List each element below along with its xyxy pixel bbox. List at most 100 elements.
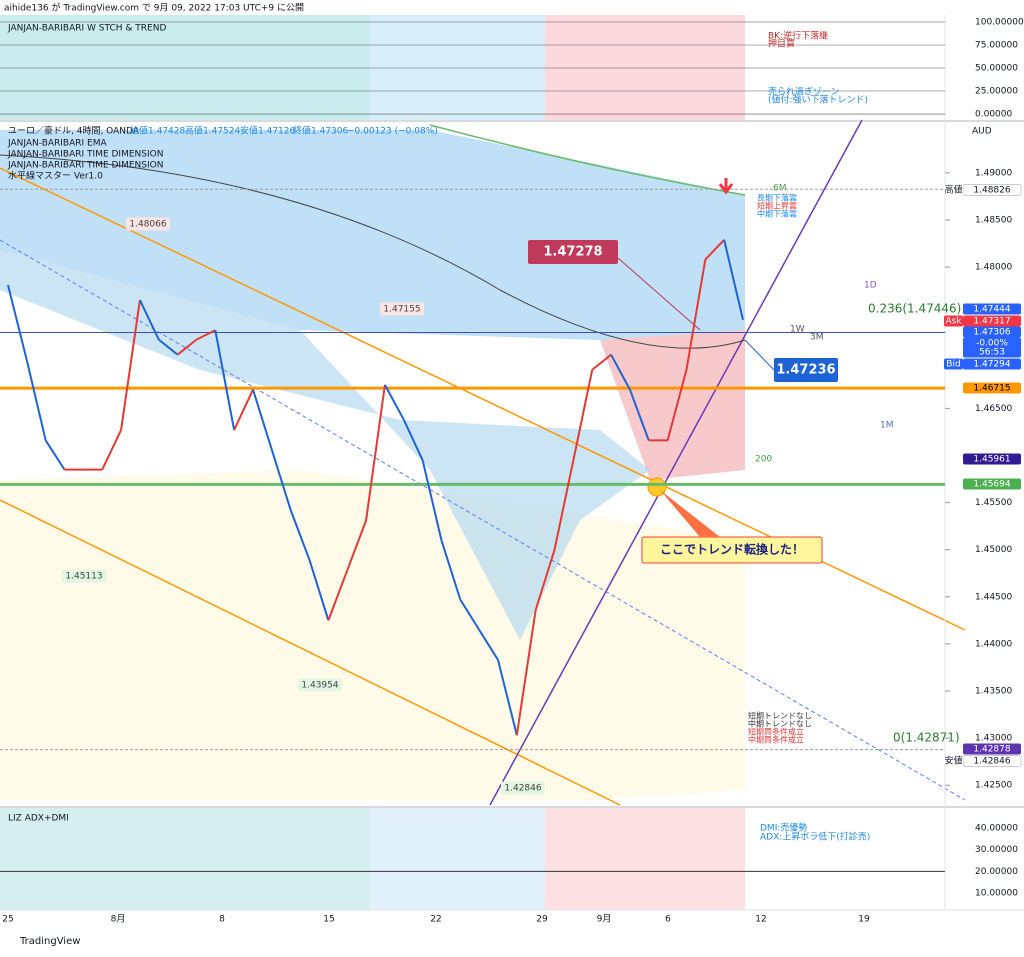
price-tag-box (944, 315, 963, 327)
adx-zone (0, 808, 370, 910)
legend-text: ユーロ／豪ドル, 4時間, OANDA (8, 125, 140, 137)
pointer (660, 490, 720, 537)
level-tag-box (62, 569, 106, 583)
y-tick-label: 1.42500 (975, 781, 1012, 791)
y-tick-label: 1.43000 (975, 734, 1012, 744)
level-tag-box (298, 678, 342, 692)
price-segment (139, 299, 160, 341)
price-tag: Ask (945, 317, 962, 327)
stoch-zone (370, 15, 545, 120)
price-segment (402, 419, 424, 461)
y-tick-label: 50.00000 (975, 64, 1018, 74)
x-tick-label: 9月 (597, 914, 612, 925)
cloud (0, 250, 650, 640)
level-tag-box (501, 781, 545, 795)
price-segment (196, 329, 216, 341)
adx-zone (370, 808, 545, 910)
x-tick-label: 8 (219, 915, 225, 925)
header: aihide136 が TradingView.com で 9月 09, 202… (4, 2, 304, 14)
period-tag: 1D (864, 281, 877, 291)
cloud-note: 中期下落雲 (757, 209, 797, 219)
pane-note: (値付:強い下落トレンド) (768, 94, 868, 106)
price-label-box (963, 303, 1021, 315)
trend-note: 短期買条件成立 (748, 727, 804, 737)
trend-note: 中期トレンドなし (748, 719, 812, 729)
pane-note: BK:逆行下落継 (768, 30, 828, 42)
pane-note: 売られ過ぎゾーン (768, 86, 840, 98)
cloud-note: 長期下落雲 (757, 193, 797, 203)
pane-title: JANJAN-BARIBARI W STCH & TREND (7, 24, 166, 34)
price-segment (572, 369, 594, 461)
price-label: 56:53 (979, 348, 1005, 358)
price-tag-box (944, 755, 963, 767)
price-label: 1.48826 (973, 186, 1010, 196)
price-segment (478, 629, 499, 661)
price-segment (384, 384, 405, 421)
price-segment (421, 459, 443, 541)
price-segment (158, 338, 179, 356)
price-label-box (963, 382, 1021, 394)
price-label: 1.47294 (973, 360, 1010, 370)
price-segment (685, 259, 707, 370)
pane-note: DMI:売優勢 (760, 822, 807, 834)
price-segment (628, 389, 650, 441)
price-segment (553, 459, 575, 550)
trend-note: 中期買条件成立 (748, 735, 804, 745)
cloud (600, 330, 745, 480)
pane-title: LIZ ADX+DMI (8, 814, 69, 824)
price-segment (534, 549, 556, 611)
y-tick-label: 0.00000 (975, 110, 1012, 120)
arrow (718, 178, 734, 195)
ma-line (429, 124, 746, 196)
level-tag: 1.47155 (383, 305, 420, 315)
price-segment (346, 520, 368, 571)
price-label: -0.00% (976, 339, 1008, 349)
price-segment (289, 509, 311, 561)
callout: 1.47236 (776, 363, 835, 378)
trend-note: 短期トレンドなし (748, 711, 812, 721)
price-label: 1.46715 (973, 384, 1010, 394)
y-tick-label: 1.48500 (975, 215, 1012, 225)
legend-text: 終値1.47306 (293, 125, 348, 137)
y-tick-label: 75.00000 (975, 41, 1018, 51)
level-tag: 1.45113 (65, 572, 102, 582)
legend-text: 始値1.47428 (130, 125, 185, 137)
y-tick-label: 10.00000 (975, 889, 1018, 899)
level-tag: 1.48066 (129, 220, 166, 230)
price-label-box (963, 358, 1021, 370)
cloud (0, 130, 745, 340)
fib-label: 0(1.42871) (893, 731, 960, 745)
price-segment (176, 338, 198, 356)
y-tick-label: 1.48000 (975, 263, 1012, 273)
price-label-box (963, 346, 1021, 358)
x-tick-label: 12 (755, 915, 766, 925)
price-segment (25, 360, 47, 441)
period-tag: 6M (773, 184, 787, 194)
price-segment (591, 353, 612, 371)
price-label: 1.42878 (973, 745, 1010, 755)
trend-line (0, 239, 966, 801)
pointer (744, 339, 775, 371)
y-tick-label: 1.44000 (975, 639, 1012, 649)
callout-box (774, 358, 838, 382)
period-tag: 3M (810, 333, 824, 343)
y-tick-label: 100.00000 (975, 17, 1024, 27)
x-tick-label: 25 (2, 915, 13, 925)
fib-label: 0.236(1.47446) (868, 302, 961, 316)
price-segment (252, 389, 273, 451)
callout-box (528, 240, 618, 264)
price-label: 1.45961 (973, 455, 1010, 465)
price-segment (723, 239, 744, 321)
stoch-zone (545, 15, 745, 120)
price-tag: Bid (946, 360, 960, 370)
footer: TradingView (19, 936, 80, 947)
y-tick-label: 1.46500 (975, 404, 1012, 414)
price-tag: 安値 (944, 755, 962, 767)
price-segment (233, 389, 254, 431)
adx-zone (545, 808, 745, 910)
zone (0, 470, 745, 800)
period-tag: 1M (880, 421, 894, 431)
indicator-name: JANJAN-BARIBARI TIME DIMENSION (7, 150, 163, 160)
price-label: 1.42846 (973, 757, 1010, 767)
